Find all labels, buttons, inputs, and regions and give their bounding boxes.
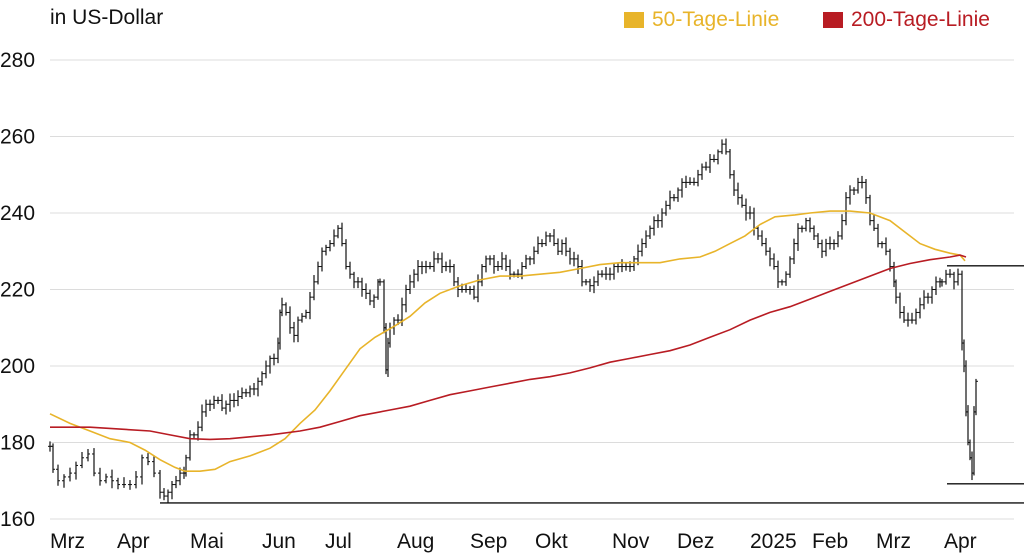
price-series: [48, 138, 978, 504]
legend-item-50: 50-Tage-Linie: [624, 8, 779, 32]
y-tick-label: 260: [0, 126, 35, 149]
x-tick-label: Mai: [190, 530, 224, 553]
x-tick-label: Apr: [944, 530, 977, 553]
x-tick-label: Jun: [262, 530, 296, 553]
legend-swatch-50: [624, 12, 644, 28]
x-axis-ticks: Mrz Apr Mai Jun Jul Aug Sep Okt Nov Dez 2025 Feb Mrz…: [50, 530, 977, 553]
y-tick-label: 160: [0, 508, 35, 531]
x-tick-label: Mrz: [50, 530, 85, 553]
x-tick-label: Apr: [117, 530, 150, 553]
ma-50-line: [49, 210, 966, 472]
legend-item-200: 200-Tage-Linie: [823, 8, 990, 32]
legend-swatch-200: [823, 12, 843, 28]
y-axis-ticks: 160 180 200 220 240 260 280: [0, 49, 35, 531]
y-tick-label: 240: [0, 202, 35, 225]
x-tick-label: Nov: [612, 530, 650, 553]
x-tick-label: Aug: [397, 530, 434, 553]
x-tick-label: Jul: [325, 530, 352, 553]
x-tick-label: Mrz: [876, 530, 911, 553]
y-tick-label: 280: [0, 49, 35, 72]
x-tick-label: Okt: [535, 530, 568, 553]
x-tick-label: Sep: [470, 530, 507, 553]
reference-lines: [160, 265, 1024, 504]
y-tick-label: 180: [0, 432, 35, 455]
x-tick-label: 2025: [750, 530, 797, 553]
legend-label-50: 50-Tage-Linie: [652, 8, 780, 31]
ma-200-line: [50, 254, 967, 441]
x-tick-label: Feb: [812, 530, 848, 553]
grid-lines: [50, 59, 1014, 520]
y-tick-label: 200: [0, 355, 35, 378]
legend-label-200: 200-Tage-Linie: [851, 8, 990, 31]
y-tick-label: 220: [0, 279, 35, 302]
moving-average-lines: [49, 210, 967, 472]
x-tick-label: Dez: [677, 530, 714, 553]
unit-label: in US-Dollar: [50, 6, 164, 29]
